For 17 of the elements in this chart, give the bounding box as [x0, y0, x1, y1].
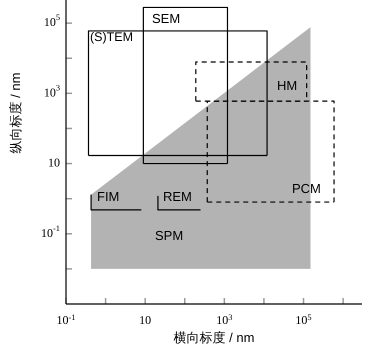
x-tick-label: 10 — [139, 313, 152, 327]
annotation: FIM — [97, 189, 120, 204]
x-tick-label: 10$^{3}$ — [216, 312, 232, 327]
annotation: SPM — [155, 228, 184, 244]
x-tick-label: 10$^{-1}$ — [56, 312, 76, 327]
annotation: HM — [277, 78, 298, 94]
x-axis-title: 横向标度 / nm — [174, 330, 254, 345]
annotation: (S)TEM — [90, 30, 134, 44]
annotation: PCM — [292, 181, 321, 196]
y-tick-label: 10 — [48, 155, 60, 170]
y-tick-label: 10$^{-1}$ — [41, 224, 60, 240]
y-tick-label: 10$^{3}$ — [44, 84, 60, 100]
y-tick-label: 10$^{5}$ — [44, 14, 60, 29]
annotation: REM — [163, 189, 192, 204]
y-axis-title: 纵向标度 / nm — [8, 72, 23, 154]
annotation: SEM — [152, 11, 180, 26]
x-tick-label: 10$^{5}$ — [295, 312, 312, 327]
